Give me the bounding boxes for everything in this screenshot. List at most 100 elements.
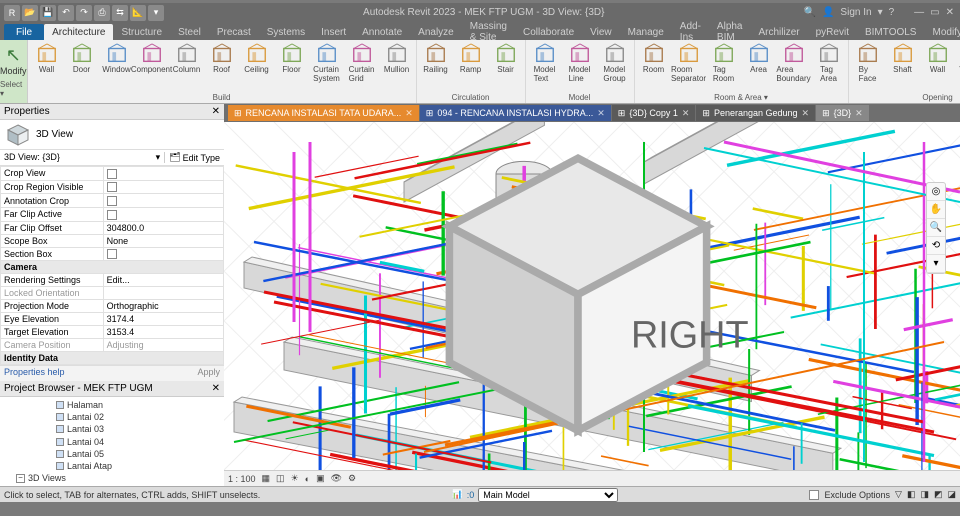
ribbon-btn-tag-area[interactable]: TagArea (813, 42, 845, 85)
ribbon-btn-room-separator[interactable]: RoomSeparator (673, 42, 705, 85)
qat-measure-icon[interactable]: 📐 (130, 5, 146, 21)
nav-orbit-icon[interactable]: ⟲ (927, 237, 945, 255)
ribbon-btn-column[interactable]: Column (171, 42, 203, 85)
edit-type-button[interactable]: 🗂Edit Type (165, 152, 224, 163)
ribbon-tab-analyze[interactable]: Analyze (410, 24, 462, 40)
ribbon-tab-modify[interactable]: Modify (924, 24, 960, 40)
nav-more-icon[interactable]: ▾ (927, 255, 945, 273)
select-dropdown[interactable]: Select ▾ (0, 80, 27, 98)
signin-label[interactable]: Sign In (840, 7, 871, 18)
ribbon-btn-area[interactable]: Area (743, 42, 775, 85)
ribbon-btn-tag-room[interactable]: TagRoom (708, 42, 740, 85)
sunpath-icon[interactable]: ☀ (291, 473, 299, 484)
filter-icon[interactable]: ▽ (895, 489, 902, 500)
sel3-icon[interactable]: ◩ (934, 489, 943, 500)
exclude-checkbox[interactable] (809, 490, 819, 500)
ribbon-btn-door[interactable]: Door (66, 42, 98, 85)
ribbon-tab-insert[interactable]: Insert (313, 24, 354, 40)
close-icon[interactable]: ✕ (946, 7, 954, 18)
ribbon-tab-add-ins[interactable]: Add-Ins (672, 24, 709, 40)
sel4-icon[interactable]: ◪ (947, 489, 956, 500)
detail-level-icon[interactable]: ▦ (262, 473, 271, 484)
ribbon-btn-wall[interactable]: Wall (922, 42, 954, 85)
view-tab[interactable]: ⊞{3D}✕ (816, 105, 869, 121)
ribbon-tab-systems[interactable]: Systems (259, 24, 313, 40)
ribbon-btn-roof[interactable]: Roof (206, 42, 238, 85)
ribbon-btn-wall[interactable]: Wall (31, 42, 63, 85)
qat-sync-icon[interactable]: ⇆ (112, 5, 128, 21)
ribbon-tab-manage[interactable]: Manage (620, 24, 672, 40)
ribbon-tab-annotate[interactable]: Annotate (354, 24, 410, 40)
shadows-icon[interactable]: ◐ (305, 474, 310, 484)
instance-selector[interactable]: 3D View: {3D}▾ (0, 152, 165, 163)
qat-open-icon[interactable]: 📂 (22, 5, 38, 21)
ribbon-btn-stair[interactable]: Stair (490, 42, 522, 76)
crop-icon[interactable]: ▣ (316, 473, 325, 484)
properties-grid[interactable]: Crop ViewCrop Region VisibleAnnotation C… (0, 166, 224, 365)
ribbon-btn-model-text[interactable]: ModelText (529, 42, 561, 85)
ribbon-btn-model-line[interactable]: ModelLine (564, 42, 596, 85)
minimize-icon[interactable]: — (914, 7, 924, 18)
tree-node[interactable]: Lantai 05 (2, 448, 222, 460)
tree-node[interactable]: {3D} (2, 484, 222, 486)
navigation-bar[interactable]: ◎ ✋ 🔍 ⟲ ▾ (926, 182, 946, 274)
user-icon[interactable]: 👤 (822, 7, 834, 18)
nav-zoom-icon[interactable]: 🔍 (927, 219, 945, 237)
cloud-icon[interactable]: ▾ (878, 7, 883, 18)
scale-label[interactable]: 1 : 100 (228, 474, 256, 484)
ribbon-tab-steel[interactable]: Steel (170, 24, 209, 40)
tree-node[interactable]: Lantai 04 (2, 436, 222, 448)
visual-style-icon[interactable]: ◫ (276, 473, 285, 484)
view-tab[interactable]: ⊞094 - RENCANA INSTALASI HYDRA...✕ (420, 105, 611, 121)
ribbon-tab-massing-site[interactable]: Massing & Site (462, 24, 515, 40)
ribbon-tab-view[interactable]: View (582, 24, 620, 40)
qat-undo-icon[interactable]: ↶ (58, 5, 74, 21)
ribbon-btn-vertical[interactable]: Vertical (957, 42, 960, 85)
view-tab[interactable]: ⊞{3D} Copy 1✕ (612, 105, 696, 121)
tree-node[interactable]: Lantai 02 (2, 411, 222, 423)
file-tab[interactable]: File (4, 24, 44, 40)
reveal-icon[interactable]: ⚙ (348, 473, 356, 484)
maximize-icon[interactable]: ▭ (930, 7, 939, 18)
tree-node[interactable]: Lantai Atap (2, 460, 222, 472)
nav-fullwheel-icon[interactable]: ◎ (927, 183, 945, 201)
qat-more-icon[interactable]: ▾ (148, 5, 164, 21)
qat-save-icon[interactable]: 💾 (40, 5, 56, 21)
ribbon-btn-curtain-system[interactable]: CurtainSystem (311, 42, 343, 85)
ribbon-btn-floor[interactable]: Floor (276, 42, 308, 85)
properties-help-link[interactable]: Properties help (4, 367, 65, 380)
hide-icon[interactable]: 👁 (331, 473, 342, 484)
browser-close-icon[interactable]: ✕ (212, 383, 220, 394)
ribbon-tab-pyrevit[interactable]: pyRevit (808, 24, 857, 40)
ribbon-btn-by-face[interactable]: ByFace (852, 42, 884, 85)
properties-close-icon[interactable]: ✕ (212, 106, 220, 117)
ribbon-btn-ceiling[interactable]: Ceiling (241, 42, 273, 85)
view-tab[interactable]: ⊞Penerangan Gedung✕ (696, 105, 815, 121)
ribbon-tab-archilizer[interactable]: Archilizer (751, 24, 808, 40)
view-tab[interactable]: ⊞RENCANA INSTALASI TATA UDARA...✕ (228, 105, 419, 121)
sel1-icon[interactable]: ◧ (907, 489, 916, 500)
tree-node[interactable]: −3D Views (2, 472, 222, 484)
ribbon-tab-precast[interactable]: Precast (209, 24, 259, 40)
ribbon-btn-shaft[interactable]: Shaft (887, 42, 919, 85)
ribbon-tab-structure[interactable]: Structure (113, 24, 170, 40)
ribbon-btn-curtain-grid[interactable]: CurtainGrid (346, 42, 378, 85)
nav-pan-icon[interactable]: ✋ (927, 201, 945, 219)
ribbon-btn-room[interactable]: Room (638, 42, 670, 85)
ribbon-tab-bimtools[interactable]: BIMTOOLS (857, 24, 925, 40)
ribbon-tab-collaborate[interactable]: Collaborate (515, 24, 582, 40)
ribbon-btn-model-group[interactable]: ModelGroup (599, 42, 631, 85)
ribbon-btn-window[interactable]: Window (101, 42, 133, 85)
qat-print-icon[interactable]: ⎙ (94, 5, 110, 21)
ribbon-tab-alpha-bim[interactable]: Alpha BIM (709, 24, 751, 40)
modify-tool[interactable]: ↖ Modify Select ▾ (0, 40, 28, 103)
ribbon-btn-component[interactable]: Component (136, 42, 168, 85)
tree-node[interactable]: Lantai 03 (2, 423, 222, 435)
help-icon[interactable]: ? (889, 7, 895, 18)
ribbon-tab-architecture[interactable]: Architecture (44, 24, 113, 40)
view-cube[interactable]: RIGHT (224, 128, 946, 470)
ribbon-btn-railing[interactable]: Railing (420, 42, 452, 76)
qat-redo-icon[interactable]: ↷ (76, 5, 92, 21)
viewport[interactable]: RIGHT ◎ ✋ 🔍 ⟲ ▾ (224, 122, 960, 470)
ribbon-btn-mullion[interactable]: Mullion (381, 42, 413, 85)
